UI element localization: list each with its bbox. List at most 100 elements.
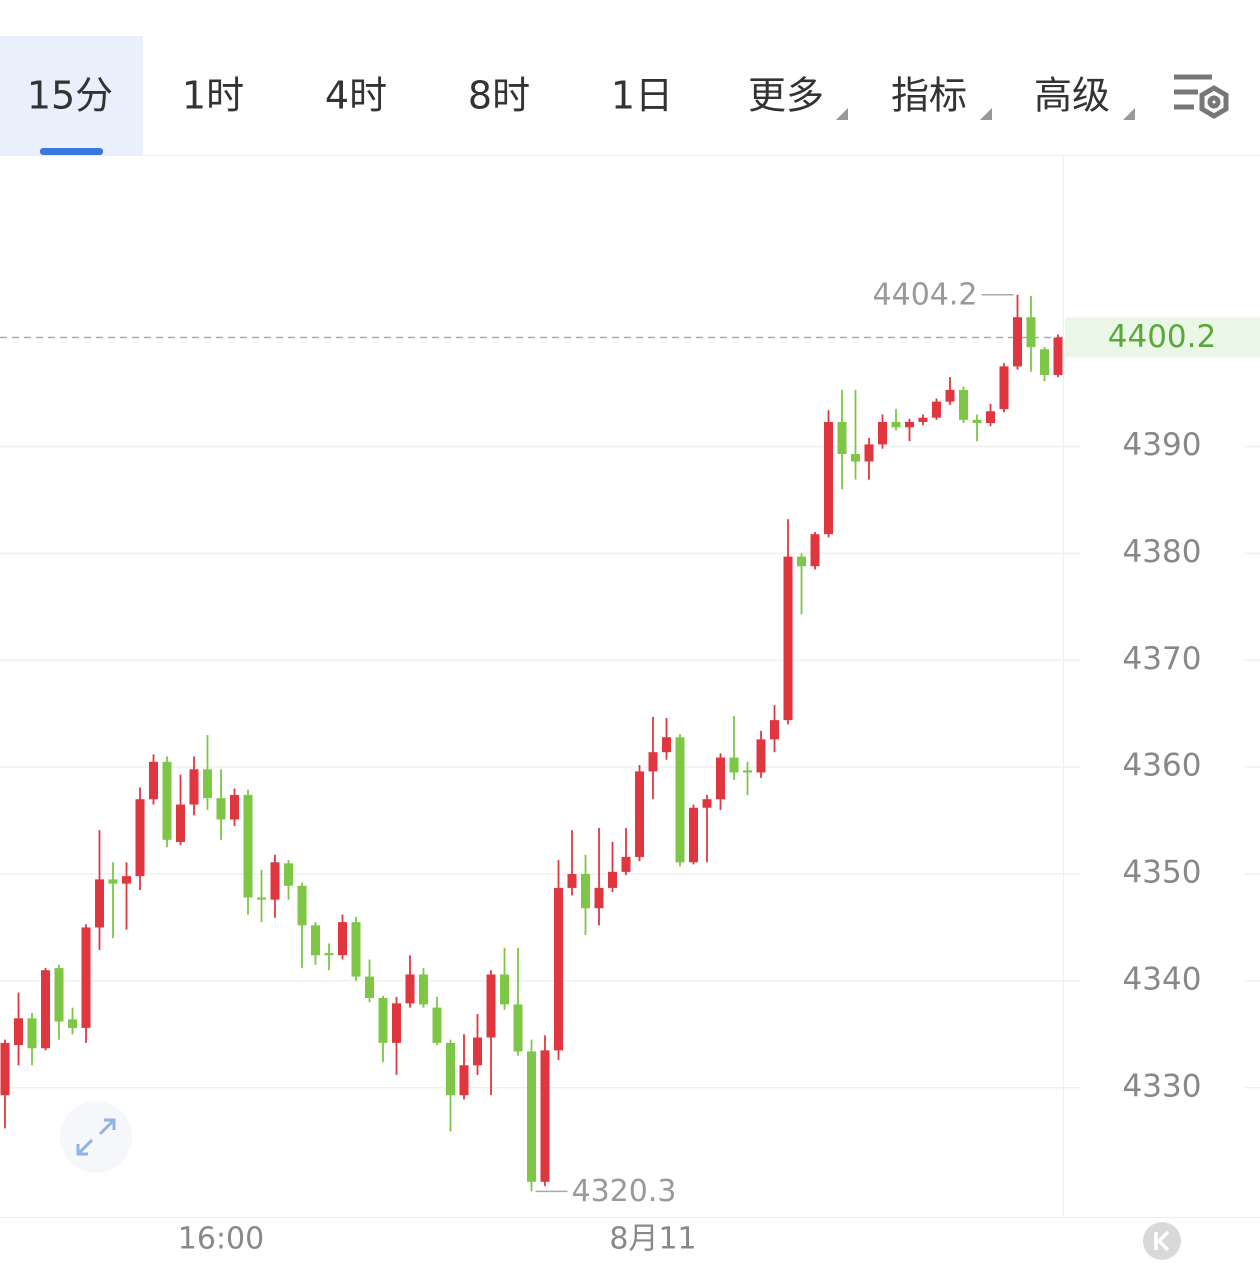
candle-body	[1013, 317, 1022, 367]
candle-body	[540, 1050, 550, 1182]
candle-body	[837, 421, 847, 455]
candle-body	[351, 922, 361, 977]
candle-body	[932, 401, 941, 418]
candle-body	[756, 739, 766, 773]
candle-body	[392, 1003, 401, 1043]
candle-body	[1040, 349, 1049, 375]
candle-body	[864, 444, 874, 462]
expand-button[interactable]	[60, 1101, 132, 1173]
candle-body	[162, 761, 172, 840]
candle-body	[405, 974, 415, 1004]
tab-label[interactable]: 1日	[611, 74, 673, 118]
candle-body	[189, 769, 199, 805]
candle-body	[216, 798, 226, 820]
candle-body	[635, 771, 644, 857]
y-tick-label: 4380	[1123, 534, 1202, 570]
candle-body	[810, 534, 820, 567]
candle-body	[945, 389, 955, 402]
candle-body	[27, 1018, 37, 1049]
candle-body	[675, 737, 685, 863]
candle-body	[176, 804, 185, 842]
candle-body	[608, 871, 617, 888]
candle-body	[851, 454, 860, 462]
tab-label[interactable]: 指标	[891, 74, 967, 118]
candle-body	[135, 799, 145, 877]
candle-body	[770, 720, 779, 740]
candle-body	[459, 1065, 469, 1096]
candle-body	[68, 1019, 77, 1028]
candle-body	[567, 874, 577, 888]
candle-body	[149, 761, 158, 800]
candle-body	[729, 757, 739, 773]
candle-body	[473, 1037, 482, 1066]
y-tick-label: 4370	[1123, 641, 1202, 677]
candle-body	[1053, 337, 1063, 375]
candle-body	[554, 887, 563, 1051]
candle-body	[432, 1007, 442, 1043]
candle-body	[797, 556, 806, 567]
candle-body	[270, 862, 280, 900]
y-tick-label: 4330	[1123, 1068, 1202, 1104]
candle-body	[743, 770, 752, 773]
y-tick-label: 4360	[1123, 748, 1202, 784]
high-label: 4404.2	[873, 277, 978, 312]
candle-body	[446, 1042, 455, 1096]
candle-body	[419, 974, 428, 1005]
candle-body	[702, 799, 712, 808]
candle-body	[581, 874, 590, 909]
tab-label[interactable]: 1时	[182, 74, 244, 118]
y-tick-label: 4350	[1123, 855, 1202, 891]
tab-label[interactable]: 15分	[27, 74, 113, 118]
candle-body	[918, 417, 928, 422]
candle-body	[365, 976, 374, 998]
candle-body	[594, 887, 604, 909]
candle-body	[257, 897, 266, 900]
logo-badge	[1143, 1222, 1181, 1260]
candle-body	[621, 856, 631, 872]
candle-body	[297, 885, 307, 926]
active-tab-indicator	[40, 148, 103, 155]
active-tab-bg	[0, 36, 143, 155]
tab-arrows	[836, 108, 1135, 120]
candle-body	[905, 421, 914, 428]
x-tick-label: 16:00	[178, 1222, 264, 1257]
candle-body	[81, 927, 91, 1028]
candle-body	[959, 389, 968, 420]
candle-body	[108, 879, 118, 884]
candle-body	[648, 752, 658, 772]
candle-body	[54, 968, 64, 1022]
candle-body	[1026, 317, 1036, 348]
settings-icon[interactable]	[1174, 74, 1229, 119]
candle-body	[527, 1051, 536, 1182]
candle-body	[14, 1018, 23, 1046]
candle-body	[662, 737, 671, 753]
y-tick-label: 4390	[1123, 427, 1202, 463]
candle-body	[0, 1042, 10, 1096]
tab-label[interactable]: 更多	[748, 74, 824, 118]
candle-body	[999, 366, 1009, 410]
candle-body	[41, 970, 50, 1049]
candle-body	[284, 863, 293, 886]
tab-label[interactable]: 8时	[468, 74, 530, 118]
candle-body	[513, 1004, 523, 1052]
candle-body	[230, 794, 239, 820]
candle-body	[324, 953, 334, 956]
x-tick-label: 8月11	[609, 1222, 696, 1257]
candle-body	[972, 419, 982, 424]
candle-body	[824, 421, 833, 535]
candle-body	[203, 769, 212, 799]
y-tick-label: 4340	[1123, 961, 1202, 997]
tab-label[interactable]: 高级	[1034, 74, 1110, 118]
candle-body	[486, 974, 496, 1038]
last-price-label: 4400.2	[1108, 319, 1216, 355]
candle-body	[891, 421, 901, 428]
candle-body	[500, 974, 509, 1005]
low-label: 4320.3	[572, 1174, 677, 1209]
candle-body	[122, 876, 131, 884]
tab-label[interactable]: 4时	[325, 74, 387, 118]
candle-body	[986, 411, 995, 424]
last-price-badge	[1065, 317, 1260, 358]
candle-body	[311, 925, 320, 956]
